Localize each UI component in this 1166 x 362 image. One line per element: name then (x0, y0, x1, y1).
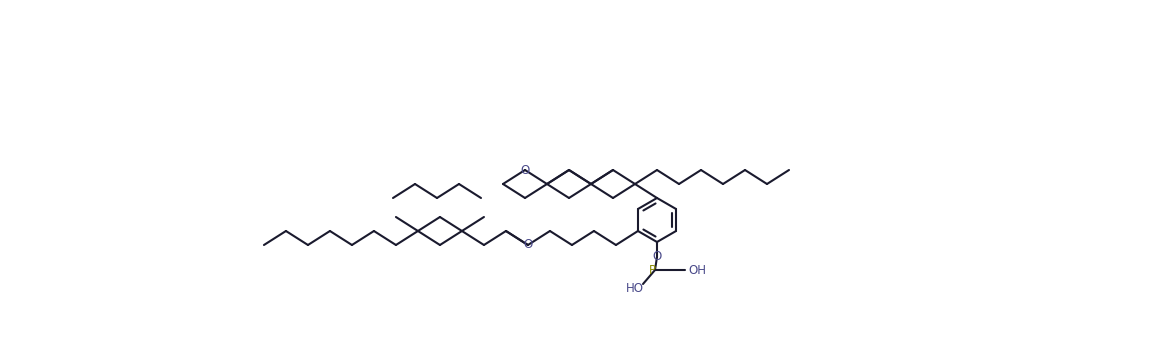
Text: O: O (520, 164, 529, 177)
Text: O: O (652, 251, 661, 264)
Text: HO: HO (626, 282, 644, 295)
Text: OH: OH (688, 264, 705, 277)
Text: P: P (648, 264, 655, 277)
Text: O: O (524, 239, 533, 252)
